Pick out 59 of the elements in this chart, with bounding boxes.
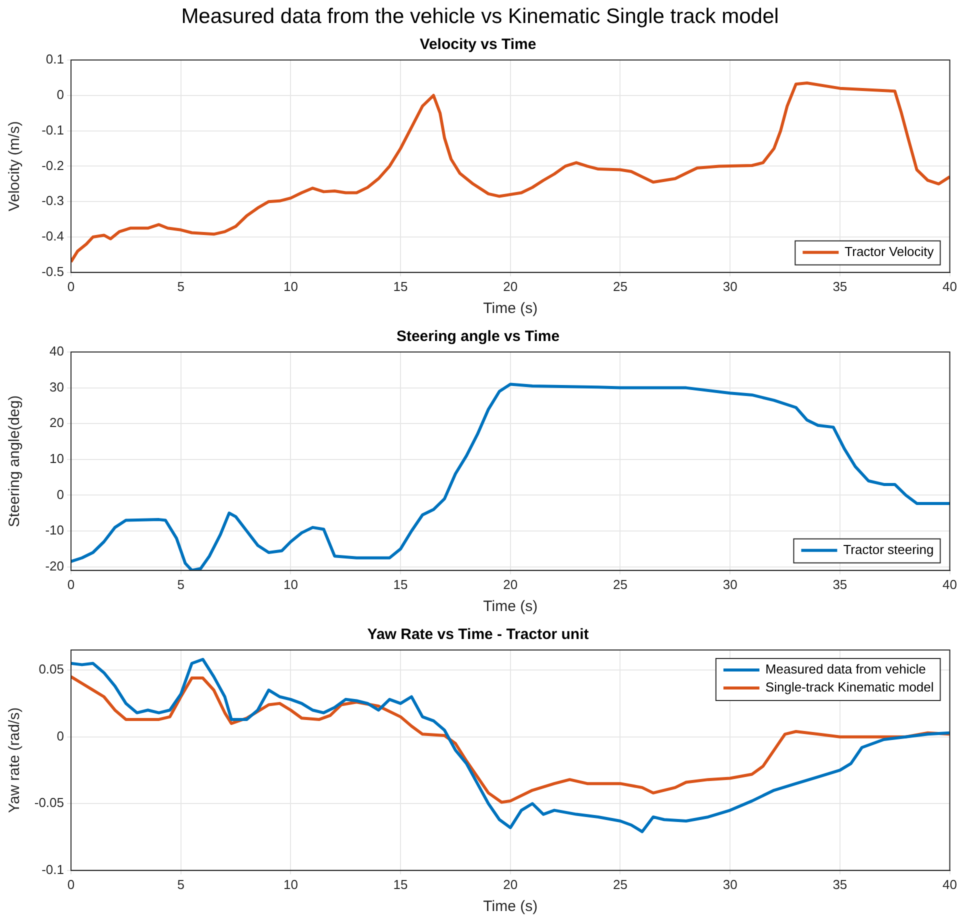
y-tick-label: 20	[50, 415, 64, 430]
y-tick-label: -0.05	[34, 795, 64, 810]
x-tick-label: 10	[283, 876, 298, 892]
y-axis-title: Velocity (m/s)	[6, 121, 24, 212]
x-tick-label: 35	[832, 278, 848, 294]
x-tick-label: 40	[942, 876, 958, 892]
chart-title: Yaw Rate vs Time - Tractor unit	[367, 626, 589, 644]
x-tick-label: 15	[393, 876, 408, 892]
y-tick-label: 30	[50, 379, 64, 394]
x-tick-label: 35	[832, 876, 848, 892]
chart-title: Velocity vs Time	[420, 36, 536, 54]
y-tick-label: 0	[56, 486, 64, 502]
y-tick-label: 0	[56, 728, 64, 744]
x-tick-label: 0	[67, 876, 75, 892]
y-tick-label: -10	[45, 522, 64, 538]
text: Measured data from the vehicle vs Kinematic Single track model	[180, 4, 780, 30]
x-tick-label: 35	[832, 576, 848, 592]
x-axis-title: Time (s)	[483, 598, 538, 616]
x-tick-label: 15	[393, 278, 408, 294]
x-tick-label: 40	[942, 576, 958, 592]
y-tick-label: 0	[56, 86, 64, 102]
y-tick-label: -0.1	[42, 862, 64, 877]
y-tick-label: -0.4	[42, 228, 64, 244]
x-axis-title: Time (s)	[483, 300, 538, 318]
x-tick-label: 20	[503, 876, 518, 892]
x-tick-label: 10	[283, 576, 298, 592]
x-tick-label: 30	[722, 876, 738, 892]
legend-label: Measured data from vehicle	[765, 662, 926, 677]
y-tick-label: -0.1	[42, 122, 64, 138]
x-tick-label: 20	[503, 576, 518, 592]
y-tick-label: 40	[50, 344, 64, 359]
legend-label: Tractor Velocity	[844, 244, 934, 259]
x-tick-label: 5	[177, 876, 184, 892]
legend-label: Tractor steering	[843, 542, 934, 557]
y-tick-label: -0.2	[42, 158, 64, 173]
y-tick-label: -0.3	[42, 193, 64, 208]
legend-label: Single-track Kinematic model	[765, 680, 934, 695]
y-axis-title: Steering angle(deg)	[6, 395, 24, 528]
y-tick-label: 0.1	[46, 52, 64, 67]
x-tick-label: 20	[503, 278, 518, 294]
x-tick-label: 10	[283, 278, 298, 294]
y-tick-label: -0.5	[42, 264, 64, 279]
chart-title: Steering angle vs Time	[396, 328, 560, 346]
x-tick-label: 0	[67, 576, 75, 592]
y-tick-label: 0.05	[38, 662, 64, 677]
x-tick-label: 25	[612, 278, 628, 294]
x-tick-label: 0	[67, 278, 75, 294]
x-tick-label: 40	[942, 278, 958, 294]
x-tick-label: 30	[722, 576, 738, 592]
x-tick-label: 25	[612, 876, 628, 892]
x-tick-label: 5	[177, 278, 184, 294]
x-tick-label: 25	[612, 576, 628, 592]
y-tick-label: -20	[45, 558, 64, 574]
x-tick-label: 5	[177, 576, 184, 592]
y-axis-title: Yaw rate (rad/s)	[6, 707, 24, 813]
x-tick-label: 15	[393, 576, 408, 592]
y-tick-label: 10	[50, 450, 64, 466]
x-tick-label: 30	[722, 278, 738, 294]
x-axis-title: Time (s)	[483, 898, 538, 916]
